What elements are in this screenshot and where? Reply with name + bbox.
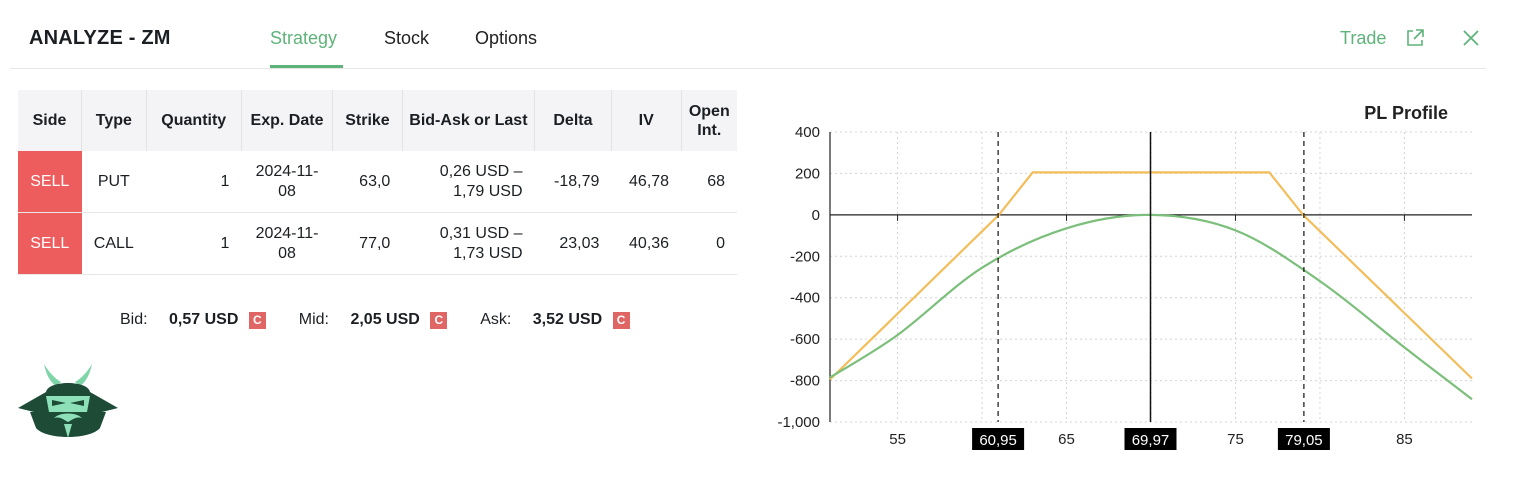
column-header-open-int: Open Int. xyxy=(681,90,737,151)
expiration-date: 2024-11-08 xyxy=(241,212,333,275)
y-tick-label: -800 xyxy=(790,373,820,390)
delta-value: 23,03 xyxy=(534,212,612,275)
open-interest-value: 68 xyxy=(681,151,737,213)
tab-options[interactable]: Options xyxy=(475,28,538,48)
tab-stock[interactable]: Stock xyxy=(384,28,430,48)
marker-label: 60,95 xyxy=(979,432,1017,449)
quantity-value: 1 xyxy=(146,151,242,213)
marker-label: 69,97 xyxy=(1132,432,1170,449)
ask-label: Ask: xyxy=(480,311,512,328)
x-tick-label: 85 xyxy=(1396,431,1413,448)
trade-link[interactable]: Trade xyxy=(1340,28,1387,48)
table-row: SELL PUT 1 2024-11-08 63,0 0,26 USD – 1,… xyxy=(18,151,737,213)
active-tab-indicator xyxy=(270,65,343,68)
column-header-iv: IV xyxy=(611,90,682,151)
app-header: ANALYZE - ZM Strategy Stock Options Trad… xyxy=(10,0,1486,69)
table-row: SELL CALL 1 2024-11-08 77,0 0,31 USD – 1… xyxy=(18,212,737,275)
table-header-row: Side Type Quantity Exp. Date Strike Bid-… xyxy=(18,90,737,151)
mid-label: Mid: xyxy=(298,311,329,328)
marker-label-box xyxy=(972,428,1025,450)
column-header-delta: Delta xyxy=(534,90,612,151)
column-header-strike: Strike xyxy=(332,90,403,151)
ask-c-badge[interactable]: C xyxy=(612,311,630,329)
bid-ask-value: 0,26 USD – 1,79 USD xyxy=(402,151,535,213)
open-interest-value: 0 xyxy=(681,212,737,275)
strike-value: 77,0 xyxy=(332,212,403,275)
close-icon[interactable] xyxy=(1462,29,1480,47)
tab-strategy[interactable]: Strategy xyxy=(270,28,338,48)
bid-c-badge[interactable]: C xyxy=(248,311,266,329)
y-tick-label: -600 xyxy=(790,331,820,348)
option-type: CALL xyxy=(81,212,147,275)
quantity-value: 1 xyxy=(146,212,242,275)
column-header-side: Side xyxy=(18,90,83,151)
marker-label-box xyxy=(1277,428,1330,450)
y-tick-label: -200 xyxy=(790,248,820,265)
column-header-type: Type xyxy=(81,90,147,151)
expiration-date: 2024-11-08 xyxy=(241,151,333,213)
marker-label-box xyxy=(1124,428,1177,450)
y-tick-label: 0 xyxy=(812,207,820,224)
y-tick-label: -1,000 xyxy=(777,414,820,431)
ask-value: 3,52 USD xyxy=(532,311,603,328)
strategy-legs-table: Side Type Quantity Exp. Date Strike Bid-… xyxy=(18,90,737,275)
price-summary: Bid: 0,57 USD C Mid: 2,05 USD C Ask: 3,5… xyxy=(120,311,630,329)
x-tick-label: 55 xyxy=(889,431,906,448)
column-header-exp-date: Exp. Date xyxy=(241,90,334,151)
mid-c-badge[interactable]: C xyxy=(430,311,448,329)
delta-value: -18,79 xyxy=(534,151,612,213)
bid-ask-value: 0,31 USD – 1,73 USD xyxy=(402,212,535,275)
x-tick-label: 65 xyxy=(1058,431,1075,448)
pl-profile-chart: 400 200 0 -200 -400 -600 -800 -1,000 55 65 75 85 60,… xyxy=(777,103,1473,450)
y-tick-label: -400 xyxy=(790,290,820,307)
marker-label: 79,05 xyxy=(1285,432,1323,449)
iv-value: 40,36 xyxy=(611,212,682,275)
chart-title: PL Profile xyxy=(1364,103,1448,123)
column-header-bid-ask: Bid-Ask or Last xyxy=(402,90,536,151)
iv-value: 46,78 xyxy=(611,151,682,213)
strike-value: 63,0 xyxy=(332,151,403,213)
page-title: ANALYZE - ZM xyxy=(29,27,171,49)
mid-value: 2,05 USD xyxy=(350,311,420,328)
side-sell-button[interactable]: SELL xyxy=(18,151,82,213)
bid-label: Bid: xyxy=(120,311,148,328)
external-link-icon[interactable] xyxy=(1405,28,1425,48)
samurai-helmet-logo xyxy=(18,364,118,438)
y-tick-label: 400 xyxy=(795,124,820,141)
bid-value: 0,57 USD xyxy=(169,311,239,328)
option-type: PUT xyxy=(81,151,147,213)
column-header-quantity: Quantity xyxy=(146,90,242,151)
side-sell-button[interactable]: SELL xyxy=(18,212,82,275)
y-tick-label: 200 xyxy=(795,165,820,182)
x-tick-label: 75 xyxy=(1227,431,1244,448)
